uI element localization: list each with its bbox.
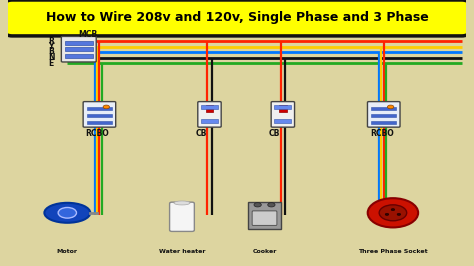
FancyBboxPatch shape [271, 102, 294, 127]
Bar [201, 105, 218, 109]
FancyBboxPatch shape [198, 102, 221, 127]
Bar [87, 114, 112, 117]
Text: RCBO: RCBO [370, 129, 394, 138]
Bar [65, 47, 92, 51]
Text: CB: CB [269, 129, 281, 138]
Circle shape [254, 203, 261, 207]
Bar [65, 41, 92, 45]
Text: Cooker: Cooker [252, 249, 277, 254]
Bar [371, 121, 396, 124]
Bar [274, 119, 292, 123]
Circle shape [268, 203, 275, 207]
Bar [206, 105, 213, 112]
Circle shape [103, 105, 109, 109]
Ellipse shape [45, 203, 90, 223]
Bar [65, 54, 92, 58]
FancyBboxPatch shape [367, 102, 400, 127]
Circle shape [391, 209, 395, 211]
Text: MCB: MCB [78, 30, 98, 39]
Circle shape [379, 205, 407, 221]
Text: E: E [49, 59, 54, 68]
Bar [279, 105, 286, 112]
Text: How to Wire 208v and 120v, Single Phase and 3 Phase: How to Wire 208v and 120v, Single Phase … [46, 11, 428, 24]
Text: RCBO: RCBO [86, 129, 109, 138]
Text: B: B [48, 47, 54, 56]
Text: Three Phase Socket: Three Phase Socket [358, 249, 428, 254]
Text: Water heater: Water heater [159, 249, 205, 254]
Text: R: R [48, 37, 54, 46]
FancyBboxPatch shape [83, 102, 116, 127]
Circle shape [387, 105, 394, 109]
Text: N: N [48, 53, 55, 62]
FancyBboxPatch shape [252, 211, 277, 225]
FancyBboxPatch shape [5, 0, 469, 36]
Bar [87, 107, 112, 110]
Ellipse shape [58, 207, 76, 218]
Circle shape [397, 213, 401, 215]
Text: Motor: Motor [57, 249, 78, 254]
Bar [274, 105, 292, 109]
Text: Y: Y [48, 42, 54, 51]
FancyBboxPatch shape [61, 36, 96, 62]
Circle shape [385, 213, 389, 215]
Ellipse shape [174, 201, 190, 205]
Bar [201, 119, 218, 123]
FancyBboxPatch shape [248, 202, 281, 229]
Bar [371, 107, 396, 110]
Bar [371, 114, 396, 117]
Text: CB: CB [196, 129, 207, 138]
FancyBboxPatch shape [170, 202, 194, 231]
Bar [87, 121, 112, 124]
Circle shape [368, 198, 418, 227]
